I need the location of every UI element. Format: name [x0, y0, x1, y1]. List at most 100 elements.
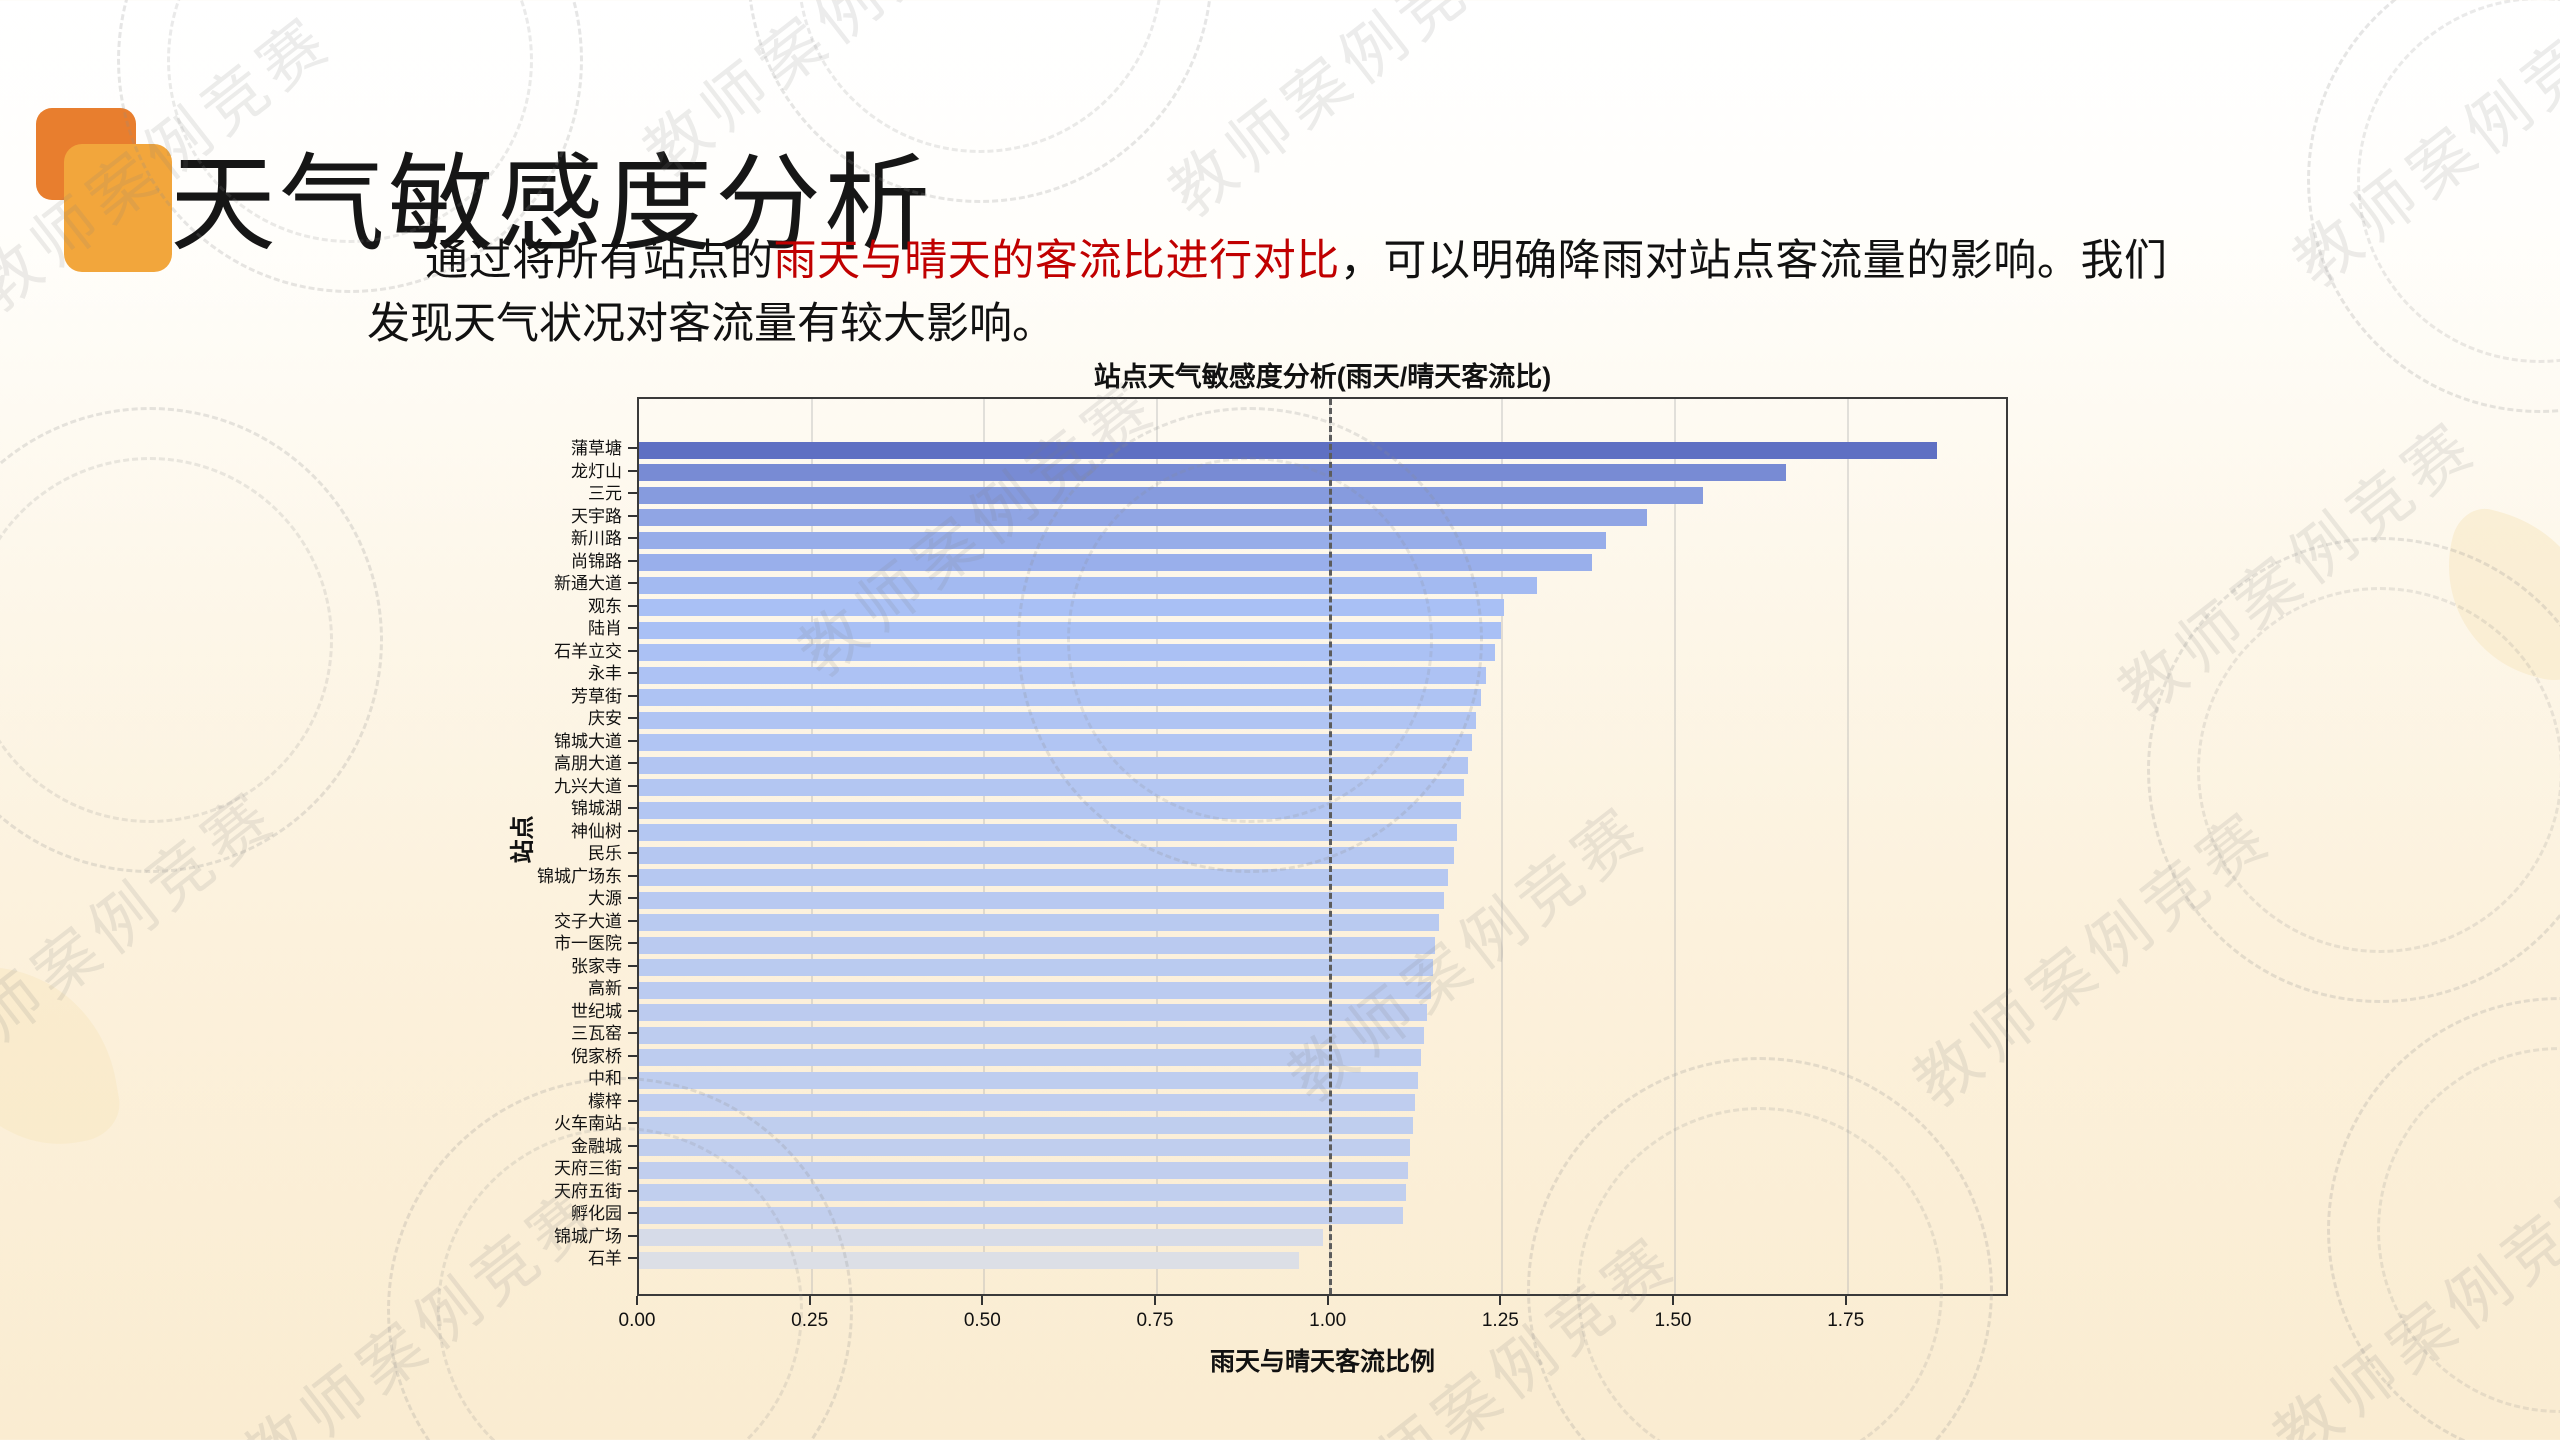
y-tick-label: 高新	[588, 979, 622, 998]
reference-line-ratio-1	[1328, 399, 1332, 1294]
bar-row	[639, 644, 1496, 661]
y-tick-label: 民乐	[588, 844, 622, 863]
bar-row	[639, 1049, 1421, 1066]
y-tick-mark	[628, 537, 637, 539]
y-tick-mark	[628, 1144, 637, 1147]
y-tick-mark	[628, 1257, 637, 1259]
y-tick-mark	[628, 874, 637, 877]
y-tick-label: 高朋大道	[554, 754, 622, 773]
y-tick-mark	[628, 1077, 637, 1079]
bar-row	[639, 824, 1458, 841]
bar-row	[639, 441, 1938, 459]
bar-row	[639, 1229, 1323, 1246]
plot-area	[637, 397, 2008, 1296]
bar-row	[639, 779, 1465, 796]
y-tick-label: 三元	[588, 484, 622, 503]
y-tick-label: 天宇路	[571, 506, 622, 526]
x-tick-mark	[1326, 1296, 1329, 1305]
x-tick-mark	[981, 1296, 984, 1305]
x-tick-mark	[1844, 1296, 1847, 1305]
y-tick-mark	[628, 492, 637, 494]
x-tick-label: 1.25	[1481, 1310, 1519, 1331]
y-tick-mark	[628, 559, 637, 562]
gridline	[1674, 399, 1677, 1294]
y-tick-mark	[628, 919, 637, 922]
x-tick-label: 1.50	[1654, 1310, 1692, 1331]
y-tick-label: 中和	[588, 1069, 622, 1088]
x-tick-label: 0.25	[791, 1310, 829, 1331]
bar-row	[639, 554, 1593, 571]
bar-row	[639, 1071, 1419, 1089]
paragraph-highlight-red: 雨天与晴天的客流比进行对比	[773, 238, 1340, 285]
y-tick-mark	[628, 1212, 637, 1214]
y-tick-mark	[628, 1054, 637, 1057]
bar-row	[639, 981, 1431, 999]
bar-row	[639, 1184, 1406, 1201]
bar-row	[639, 509, 1648, 526]
y-tick-mark	[628, 469, 637, 472]
y-tick-mark	[628, 582, 637, 584]
y-tick-label: 天府五街	[554, 1181, 622, 1201]
y-tick-label: 锦城广场东	[537, 866, 622, 886]
chart-title: 站点天气敏感度分析(雨天/晴天客流比)	[1093, 362, 1552, 392]
title-icon-front-square	[64, 144, 172, 272]
y-tick-label: 新通大道	[554, 574, 622, 593]
bar-row	[639, 1161, 1408, 1179]
y-tick-mark	[628, 1122, 637, 1124]
bar-row	[639, 891, 1444, 909]
bar-row	[639, 464, 1786, 481]
y-tick-label: 尚锦路	[571, 551, 622, 571]
y-tick-mark	[628, 514, 637, 517]
y-tick-mark	[628, 649, 637, 652]
y-tick-label: 永丰	[588, 664, 622, 683]
y-tick-label: 孵化园	[571, 1204, 622, 1223]
bar-row	[639, 869, 1449, 886]
y-tick-mark	[628, 1234, 637, 1237]
bar-row	[639, 1094, 1416, 1111]
bar-row	[639, 756, 1468, 774]
bar-row	[639, 1206, 1403, 1224]
page-title: 天气敏感度分析	[170, 147, 933, 264]
paragraph-text-tail: ，可以明确降雨对站点客流量的影响。我们发现天气状况对客流量有较大影响。	[367, 238, 2168, 348]
y-tick-mark	[628, 852, 637, 854]
bar-row	[639, 846, 1454, 864]
y-tick-mark	[628, 897, 637, 899]
gridline	[1501, 399, 1504, 1294]
y-tick-mark	[628, 807, 637, 809]
x-tick-label: 0.75	[1136, 1310, 1174, 1331]
bar-row	[639, 801, 1461, 819]
y-tick-label: 芳草街	[571, 686, 622, 706]
bar-row	[639, 599, 1504, 616]
y-tick-label: 天府三街	[554, 1159, 622, 1178]
y-tick-label: 锦城广场	[554, 1226, 622, 1246]
y-tick-label: 新川路	[571, 529, 622, 548]
y-tick-mark	[628, 694, 637, 697]
bar-row	[639, 711, 1477, 729]
x-tick-label: 0.50	[963, 1310, 1001, 1331]
y-tick-label: 陆肖	[588, 619, 622, 638]
x-tick-mark	[1154, 1296, 1156, 1305]
bar-row	[639, 959, 1434, 976]
y-tick-mark	[628, 717, 637, 719]
bar-row	[639, 531, 1606, 549]
x-tick-label: 0.00	[618, 1310, 656, 1331]
y-tick-label: 石羊立交	[554, 641, 622, 661]
y-tick-label: 石羊	[588, 1249, 622, 1268]
x-tick-label: 1.75	[1827, 1310, 1865, 1331]
x-tick-mark	[808, 1296, 811, 1305]
bar-row	[639, 1026, 1424, 1044]
y-tick-label: 倪家桥	[571, 1046, 622, 1066]
y-tick-label: 神仙树	[571, 821, 622, 841]
y-tick-mark	[628, 627, 637, 629]
bar-row	[639, 936, 1436, 954]
y-tick-label: 大源	[588, 889, 622, 908]
x-tick-mark	[636, 1296, 638, 1305]
x-tick-label: 1.00	[1309, 1310, 1347, 1331]
title-bullet-icon	[36, 108, 186, 274]
y-tick-label: 龙灯山	[571, 461, 622, 481]
y-tick-mark	[628, 447, 637, 449]
y-tick-label: 火车南站	[554, 1114, 622, 1133]
bar-row	[639, 621, 1501, 639]
